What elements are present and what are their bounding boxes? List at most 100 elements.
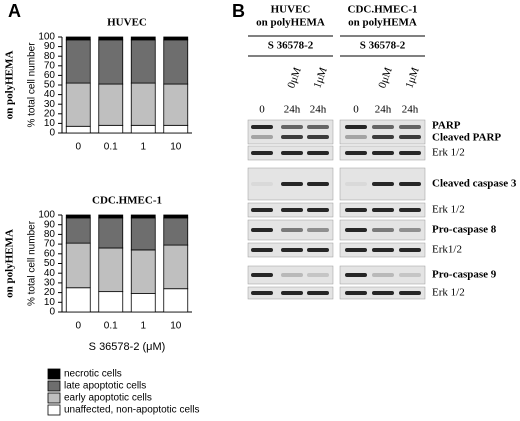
legend-swatch bbox=[47, 404, 61, 416]
bar-segment bbox=[163, 124, 189, 134]
y-tick-label: 80 bbox=[44, 229, 56, 240]
row-label: Erk 1/2 bbox=[432, 204, 465, 216]
bar-segment bbox=[98, 39, 124, 85]
treatment: S 36578-2 bbox=[360, 40, 406, 52]
blot-band bbox=[281, 291, 303, 295]
blot-band bbox=[281, 273, 303, 277]
blot-band bbox=[281, 182, 303, 186]
dose: 0μM bbox=[376, 66, 395, 90]
blot-band bbox=[251, 291, 273, 295]
bar-segment bbox=[65, 125, 91, 134]
y-tick-label: 30 bbox=[44, 99, 56, 110]
y-tick-label: 100 bbox=[38, 210, 55, 221]
bar-segment bbox=[65, 82, 91, 127]
lane-label: 0 bbox=[353, 104, 359, 116]
y-tick-label: 40 bbox=[44, 89, 56, 100]
blot-band bbox=[372, 291, 394, 295]
bar-segment bbox=[163, 214, 189, 219]
bar-segment bbox=[130, 293, 156, 313]
row-label: Pro-caspase 8 bbox=[432, 224, 497, 236]
row-label: PARP bbox=[432, 120, 461, 132]
legend-label: late apoptotic cells bbox=[64, 381, 146, 392]
bar-segment bbox=[65, 242, 91, 289]
y-tick-label: 50 bbox=[44, 258, 56, 269]
y-axis-label: % total cell number bbox=[27, 42, 38, 128]
y-tick-label: 70 bbox=[44, 239, 56, 250]
treatment: S 36578-2 bbox=[268, 40, 314, 52]
blot-band bbox=[281, 248, 303, 252]
group-title: CDC.HMEC-1 bbox=[348, 4, 418, 16]
bar-segment bbox=[65, 36, 91, 41]
side-label: on polyHEMA bbox=[4, 229, 16, 298]
dose: 1μM bbox=[403, 66, 422, 90]
row-label: Cleaved PARP bbox=[432, 132, 501, 144]
blot-band bbox=[372, 273, 394, 277]
lane-label: 24h bbox=[402, 104, 419, 116]
blot-band bbox=[345, 273, 367, 277]
row-label: Erk1/2 bbox=[432, 244, 462, 256]
group-title: HUVEC bbox=[271, 4, 311, 16]
blot-band bbox=[251, 228, 273, 232]
lane-label: 24h bbox=[310, 104, 327, 116]
lane-label: 24h bbox=[284, 104, 301, 116]
lane-label: 24h bbox=[375, 104, 392, 116]
y-tick-label: 20 bbox=[44, 287, 56, 298]
y-tick-label: 80 bbox=[44, 51, 56, 62]
side-label: on polyHEMA bbox=[4, 51, 16, 120]
bar-segment bbox=[130, 124, 156, 134]
legend-swatch bbox=[47, 380, 61, 392]
blot-strip bbox=[339, 265, 426, 285]
bar-segment bbox=[130, 249, 156, 294]
y-tick-label: 60 bbox=[44, 248, 56, 259]
lane-label: 0 bbox=[259, 104, 265, 116]
x-tick-label: 0.1 bbox=[104, 321, 118, 332]
bar-segment bbox=[98, 217, 124, 249]
blot-band bbox=[345, 151, 367, 155]
blot-band bbox=[307, 208, 329, 212]
dose: 1μM bbox=[311, 66, 330, 90]
y-tick-label: 90 bbox=[44, 219, 56, 230]
legend-label: unaffected, non-apoptotic cells bbox=[64, 405, 199, 416]
legend-swatch bbox=[47, 368, 61, 380]
bar-segment bbox=[98, 291, 124, 313]
panel-label: A bbox=[8, 1, 21, 21]
blot-band bbox=[251, 135, 273, 139]
x-tick-label: 10 bbox=[170, 142, 182, 153]
y-tick-label: 50 bbox=[44, 80, 56, 91]
group-subtitle: on polyHEMA bbox=[256, 17, 325, 29]
bar-segment bbox=[163, 288, 189, 313]
blot-band bbox=[345, 208, 367, 212]
y-tick-label: 20 bbox=[44, 108, 56, 119]
bar-segment bbox=[130, 217, 156, 251]
x-tick-label: 0 bbox=[75, 321, 81, 332]
panel-label: B bbox=[232, 1, 245, 21]
blot-band bbox=[399, 208, 421, 212]
row-label: Cleaved caspase 3 bbox=[432, 178, 517, 190]
blot-band bbox=[251, 125, 273, 129]
y-tick-label: 10 bbox=[44, 297, 56, 308]
group-subtitle: on polyHEMA bbox=[348, 17, 417, 29]
blot-band bbox=[345, 135, 367, 139]
bar-segment bbox=[130, 36, 156, 41]
x-tick-label: 0 bbox=[75, 142, 81, 153]
dose: 0μM bbox=[285, 66, 304, 90]
y-tick-label: 90 bbox=[44, 41, 56, 52]
blot-band bbox=[345, 291, 367, 295]
blot-strip bbox=[247, 265, 334, 285]
x-tick-label: 1 bbox=[140, 321, 146, 332]
y-tick-label: 0 bbox=[49, 128, 55, 139]
blot-band bbox=[251, 208, 273, 212]
blot-band bbox=[399, 248, 421, 252]
y-tick-label: 40 bbox=[44, 268, 56, 279]
x-axis-label: S 36578-2 (μM) bbox=[89, 341, 166, 353]
chart-title: CDC.HMEC-1 bbox=[92, 195, 162, 207]
blot-band bbox=[399, 182, 421, 186]
blot-band bbox=[251, 151, 273, 155]
blot-band bbox=[372, 151, 394, 155]
bar-segment bbox=[98, 247, 124, 293]
bar-segment bbox=[98, 83, 124, 126]
blot-band bbox=[372, 135, 394, 139]
row-label: Erk 1/2 bbox=[432, 287, 465, 299]
bar-segment bbox=[98, 36, 124, 41]
